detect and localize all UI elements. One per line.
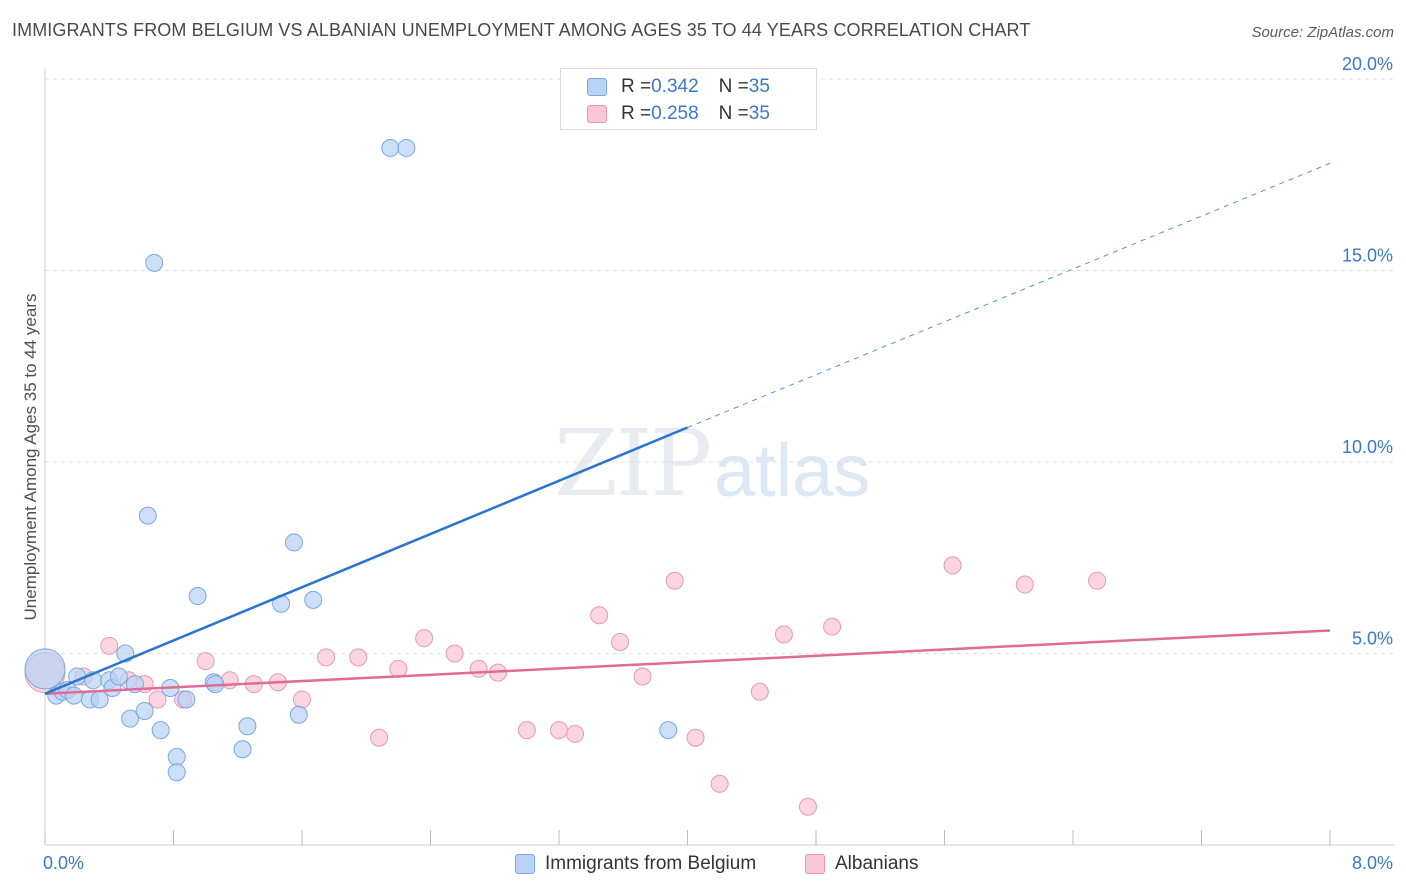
data-point-belgium [381,138,400,157]
data-point-belgium [64,686,83,705]
legend-item-belgium[interactable]: Immigrants from Belgium [515,852,756,876]
data-point-albanians [798,797,817,816]
chart-title: IMMIGRANTS FROM BELGIUM VS ALBANIAN UNEM… [12,20,1031,40]
data-point-belgium [284,533,303,552]
data-point-albanians [1015,575,1034,594]
data-point-belgium [145,253,164,272]
legend-label: Immigrants from Belgium [545,853,757,874]
data-point-albanians [100,636,119,655]
data-point-albanians [943,556,962,575]
data-point-albanians [317,648,336,667]
y-tick-label: 20.0% [1342,54,1393,74]
source-label: Source: ZipAtlas.com [1251,24,1394,41]
legend-label: Albanians [835,853,919,874]
data-point-belgium [24,648,66,690]
data-point-albanians [665,571,684,590]
data-point-albanians [710,774,729,793]
data-point-belgium [138,506,157,525]
data-point-albanians [148,690,167,709]
r-value: 0.342 [651,76,699,97]
data-point-albanians [517,721,536,740]
data-point-belgium [659,721,678,740]
n-value: 35 [748,103,770,124]
r-label: R = [621,103,652,124]
data-point-belgium [177,690,196,709]
pink-swatch-icon [805,854,825,874]
data-point-belgium [109,667,128,686]
x-tick-label: 8.0% [1352,853,1393,873]
stats-legend-row-albanians: R = 0.258 N = 35 [587,102,770,126]
legend-item-albanians[interactable]: Albanians [805,852,918,876]
data-point-belgium [121,709,140,728]
data-point-albanians [566,724,585,743]
blue-swatch-icon [515,854,535,874]
data-point-albanians [293,690,311,709]
blue-swatch-icon [587,78,607,96]
stats-legend-row-belgium: R = 0.342 N = 35 [587,75,770,99]
data-point-belgium [188,587,207,606]
trendline-albanians [44,629,1331,695]
data-point-albanians [611,633,630,652]
data-point-albanians [1088,571,1107,590]
data-point-albanians [415,629,434,648]
n-label: N = [718,103,749,124]
data-point-albanians [469,659,488,678]
data-point-albanians [370,728,389,747]
n-label: N = [718,76,749,97]
y-tick-label: 5.0% [1352,629,1393,649]
trendline-belgium-extension [687,162,1331,428]
data-point-albanians [686,728,705,747]
data-point-albanians [196,652,215,671]
watermark-atlas: atlas [714,429,871,512]
data-point-belgium [135,701,154,720]
data-point-belgium [397,138,416,157]
data-point-albanians [550,721,568,740]
data-point-albanians [590,606,609,625]
data-point-belgium [167,763,186,782]
r-value: 0.258 [651,103,699,124]
r-label: R = [621,76,652,97]
y-tick-label: 10.0% [1342,437,1393,457]
data-point-belgium [151,721,170,740]
data-point-albanians [445,644,464,663]
x-tick-label: 0.0% [43,853,84,873]
data-point-belgium [233,740,252,759]
n-value: 35 [748,76,770,97]
y-tick-label: 15.0% [1342,246,1393,266]
data-point-albanians [750,682,769,701]
data-point-albanians [633,667,652,686]
data-point-belgium [304,590,323,609]
data-point-albanians [389,659,408,678]
data-point-belgium [289,705,308,724]
data-point-albanians [823,617,842,636]
data-point-albanians [349,648,368,667]
stats-legend: R = 0.342 N = 35 R = 0.258 N = 35 [560,68,817,130]
data-point-albanians [774,625,793,644]
data-point-belgium [167,747,186,766]
pink-swatch-icon [587,105,607,123]
y-axis-label: Unemployment Among Ages 35 to 44 years [21,293,40,621]
trendline-belgium [44,426,688,695]
data-point-belgium [238,717,257,736]
